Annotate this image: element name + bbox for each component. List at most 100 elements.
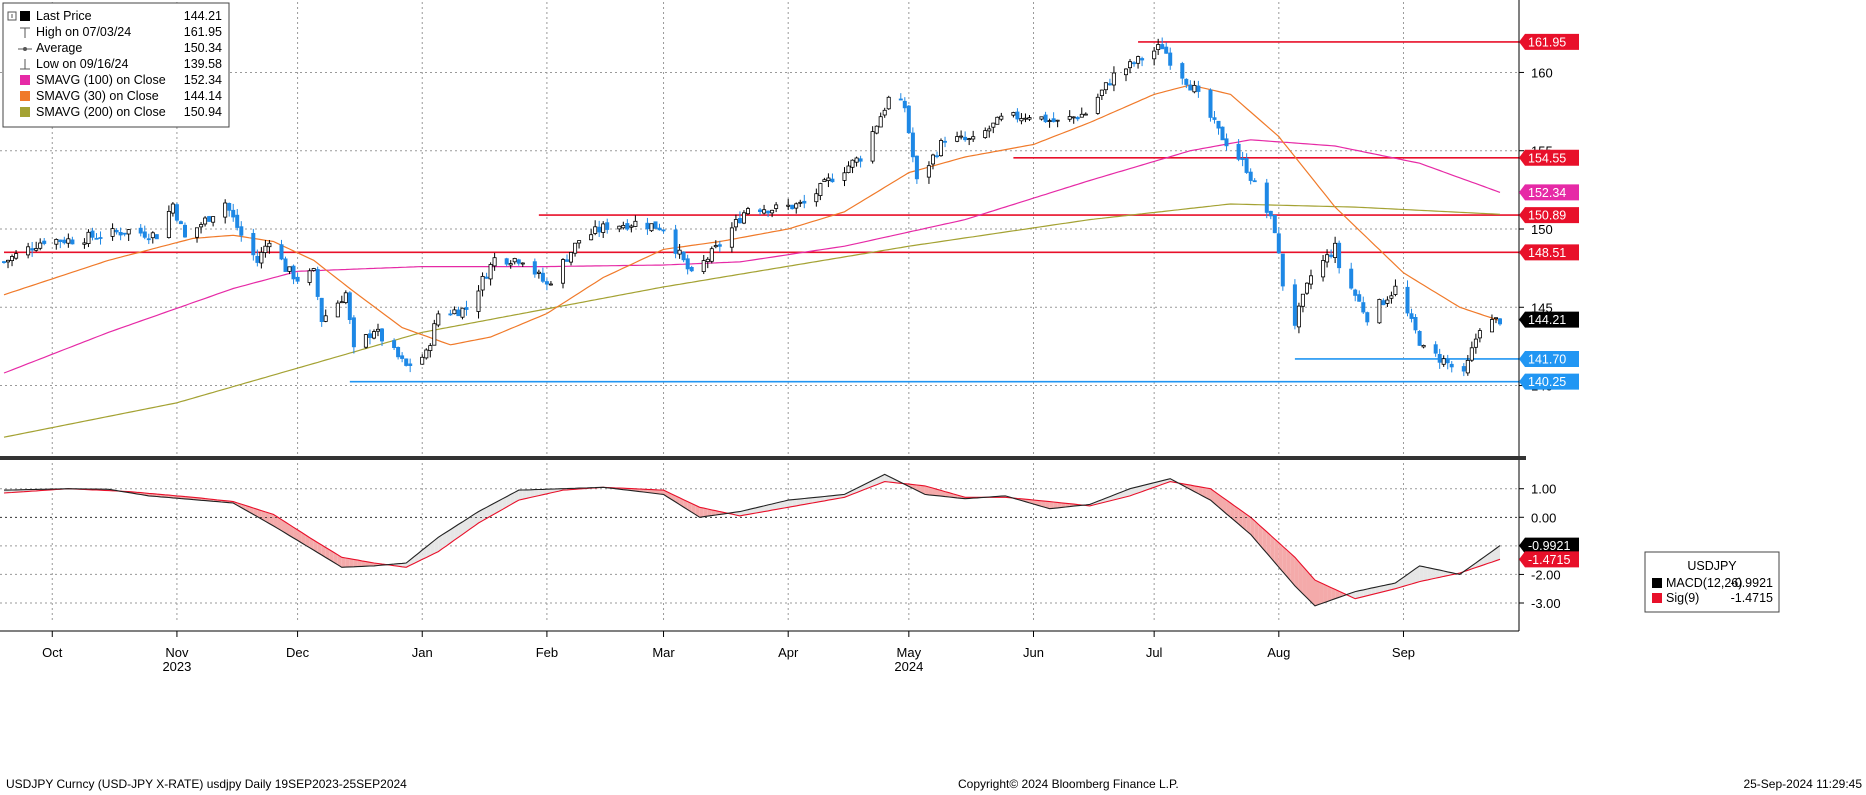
candle-up	[1111, 72, 1116, 86]
candle-down	[1220, 126, 1225, 141]
candle-up	[150, 232, 155, 239]
candle-up	[870, 131, 875, 162]
macd-fill-positive	[1427, 567, 1432, 580]
candle-up	[1473, 338, 1478, 348]
legend-swatch	[20, 107, 30, 117]
macd-fill-negative	[1045, 501, 1050, 509]
candle-down	[146, 238, 151, 241]
macd-y-tick-label: 1.00	[1531, 482, 1556, 497]
macd-fill-positive	[780, 501, 785, 509]
macd-fill-negative	[699, 507, 704, 518]
macd-fill-negative	[1234, 505, 1239, 525]
candle-down	[1043, 114, 1048, 123]
candle-down	[565, 259, 570, 262]
legend-marker-low	[20, 59, 30, 70]
candle-down	[1252, 180, 1257, 183]
candle-down	[408, 363, 413, 366]
x-tick-label-nov: Nov	[165, 645, 189, 660]
macd-fill-positive	[788, 499, 793, 508]
candle-down	[235, 214, 240, 228]
macd-fill-negative	[265, 511, 270, 524]
macd-fill-positive	[1411, 568, 1416, 584]
macd-fill-negative	[932, 488, 937, 496]
macd-fill-positive	[530, 489, 535, 498]
candle-down	[1236, 143, 1241, 160]
legend-label: SMAVG (200) on Close	[36, 105, 166, 119]
candle-down	[681, 251, 686, 261]
macd-fill-positive	[760, 505, 765, 513]
candle-down	[295, 276, 300, 282]
macd-fill-positive	[1443, 571, 1448, 577]
macd-tag--1.4715: -1.4715	[1528, 553, 1570, 567]
macd-fill-positive	[739, 510, 744, 516]
macd-fill-positive	[1138, 485, 1143, 493]
macd-fill-negative	[313, 540, 318, 553]
candle-up	[987, 128, 992, 132]
candle-down	[154, 234, 159, 240]
candle-up	[846, 165, 851, 173]
candle-down	[1349, 268, 1354, 289]
macd-fill-negative	[1037, 500, 1042, 507]
macd-fill-negative	[1242, 511, 1247, 531]
macd-fill-positive	[1423, 566, 1428, 581]
legend-swatch	[20, 75, 30, 85]
candle-down	[758, 209, 763, 212]
macd-fill-positive	[820, 496, 825, 502]
candle-down	[802, 200, 807, 204]
x-tick-label-may: May	[897, 645, 922, 660]
candle-down	[790, 204, 795, 210]
legend-value: 150.34	[184, 41, 222, 55]
macd-fill-negative	[1190, 485, 1195, 492]
macd-fill-positive	[422, 546, 427, 560]
candle-up	[194, 227, 199, 238]
macd-fill-negative	[1335, 589, 1340, 599]
macd-fill-negative	[1319, 582, 1324, 605]
candle-down	[251, 232, 256, 256]
x-year-label-2024: 2024	[894, 659, 923, 674]
macd-fill-negative	[333, 552, 338, 565]
candle-up	[1071, 116, 1076, 119]
macd-fill-negative	[1302, 566, 1307, 598]
macd-fill-positive	[510, 492, 515, 505]
macd-fill-negative	[1327, 585, 1332, 602]
x-tick-label-feb: Feb	[536, 645, 558, 660]
macd-legend-value: -0.9921	[1731, 576, 1773, 590]
price-tag-152.34-bg	[1519, 184, 1579, 201]
candle-up	[512, 257, 517, 263]
candle-up	[9, 256, 14, 261]
candle-down	[1413, 316, 1418, 331]
candle-down	[943, 140, 948, 143]
candle-down	[392, 340, 397, 349]
candle-down	[1180, 63, 1185, 79]
macd-fill-negative	[707, 509, 712, 517]
macd-fill-negative	[1282, 546, 1287, 577]
candle-down	[1337, 242, 1342, 269]
macd-fill-positive	[502, 496, 507, 510]
macd-y-tick-label: -2.00	[1531, 567, 1561, 582]
price-tag-154.55: 154.55	[1528, 151, 1566, 165]
candle-up	[999, 115, 1004, 120]
candle-down	[1015, 111, 1020, 120]
candle-up	[701, 260, 706, 273]
macd-fill-positive	[756, 506, 761, 513]
candle-down	[661, 229, 666, 232]
price-tag-140.25-bg	[1519, 373, 1579, 390]
macd-fill-negative	[345, 558, 350, 568]
macd-fill-positive	[1383, 584, 1388, 592]
candle-up	[1124, 68, 1129, 76]
candle-up	[452, 309, 457, 315]
candle-up	[82, 242, 87, 245]
macd-fill-positive	[1142, 484, 1147, 492]
candle-up	[882, 109, 887, 116]
candle-down	[227, 202, 232, 211]
macd-fill-positive	[402, 563, 407, 568]
candle-down	[1196, 85, 1201, 92]
candle-up	[1039, 116, 1044, 120]
macd-fill-negative	[1057, 502, 1062, 508]
macd-fill-negative	[257, 509, 262, 519]
candle-down	[315, 269, 320, 297]
candle-down	[1329, 254, 1334, 257]
pane-separator	[0, 456, 1526, 460]
candle-down	[404, 358, 409, 366]
x-tick-label-mar: Mar	[652, 645, 675, 660]
